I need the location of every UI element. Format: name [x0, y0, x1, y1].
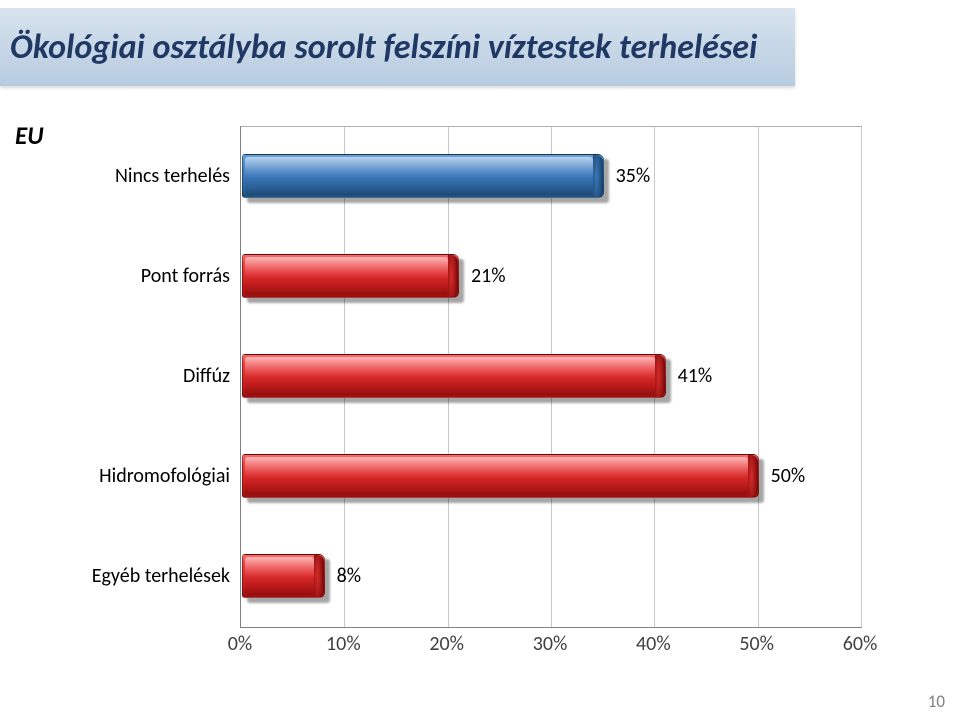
value-label: 41%	[678, 364, 713, 388]
x-tick-label: 20%	[429, 632, 464, 656]
eu-label: EU	[15, 120, 44, 151]
value-label: 21%	[471, 264, 506, 288]
category-label: Hidromofológiai	[60, 464, 230, 488]
bar-gloss	[245, 157, 593, 195]
bar	[242, 454, 759, 498]
x-tick-label: 0%	[228, 632, 252, 656]
bar-gloss	[245, 457, 748, 495]
bar-cap	[314, 555, 324, 597]
page-title: Ökológiai osztályba sorolt felszíni vízt…	[10, 27, 757, 68]
category-label: Nincs terhelés	[60, 164, 230, 188]
bar-cap	[448, 255, 458, 297]
x-tick-label: 50%	[739, 632, 774, 656]
bar-gloss	[245, 357, 655, 395]
bar-cap	[593, 155, 603, 197]
bar-gloss	[245, 557, 314, 595]
bar	[242, 354, 666, 398]
x-tick-label: 10%	[326, 632, 361, 656]
x-tick-label: 60%	[843, 632, 878, 656]
title-band: Ökológiai osztályba sorolt felszíni vízt…	[0, 8, 795, 86]
bar	[242, 254, 459, 298]
x-tick-label: 40%	[636, 632, 671, 656]
x-tick-label: 30%	[533, 632, 568, 656]
page-number: 10	[928, 691, 945, 712]
value-label: 35%	[616, 164, 651, 188]
bar	[242, 554, 325, 598]
gridline	[861, 127, 862, 627]
bar-cap	[655, 355, 665, 397]
bar	[242, 154, 604, 198]
value-label: 8%	[337, 564, 361, 588]
bar-cap	[748, 455, 758, 497]
category-label: Egyéb terhelések	[60, 564, 230, 588]
value-label: 50%	[771, 464, 806, 488]
chart: EU 0%10%20%30%40%50%60%Nincs terhelés35%…	[60, 120, 920, 680]
gridline	[758, 127, 759, 627]
bar-gloss	[245, 257, 448, 295]
category-label: Pont forrás	[60, 264, 230, 288]
category-label: Diffúz	[60, 364, 230, 388]
